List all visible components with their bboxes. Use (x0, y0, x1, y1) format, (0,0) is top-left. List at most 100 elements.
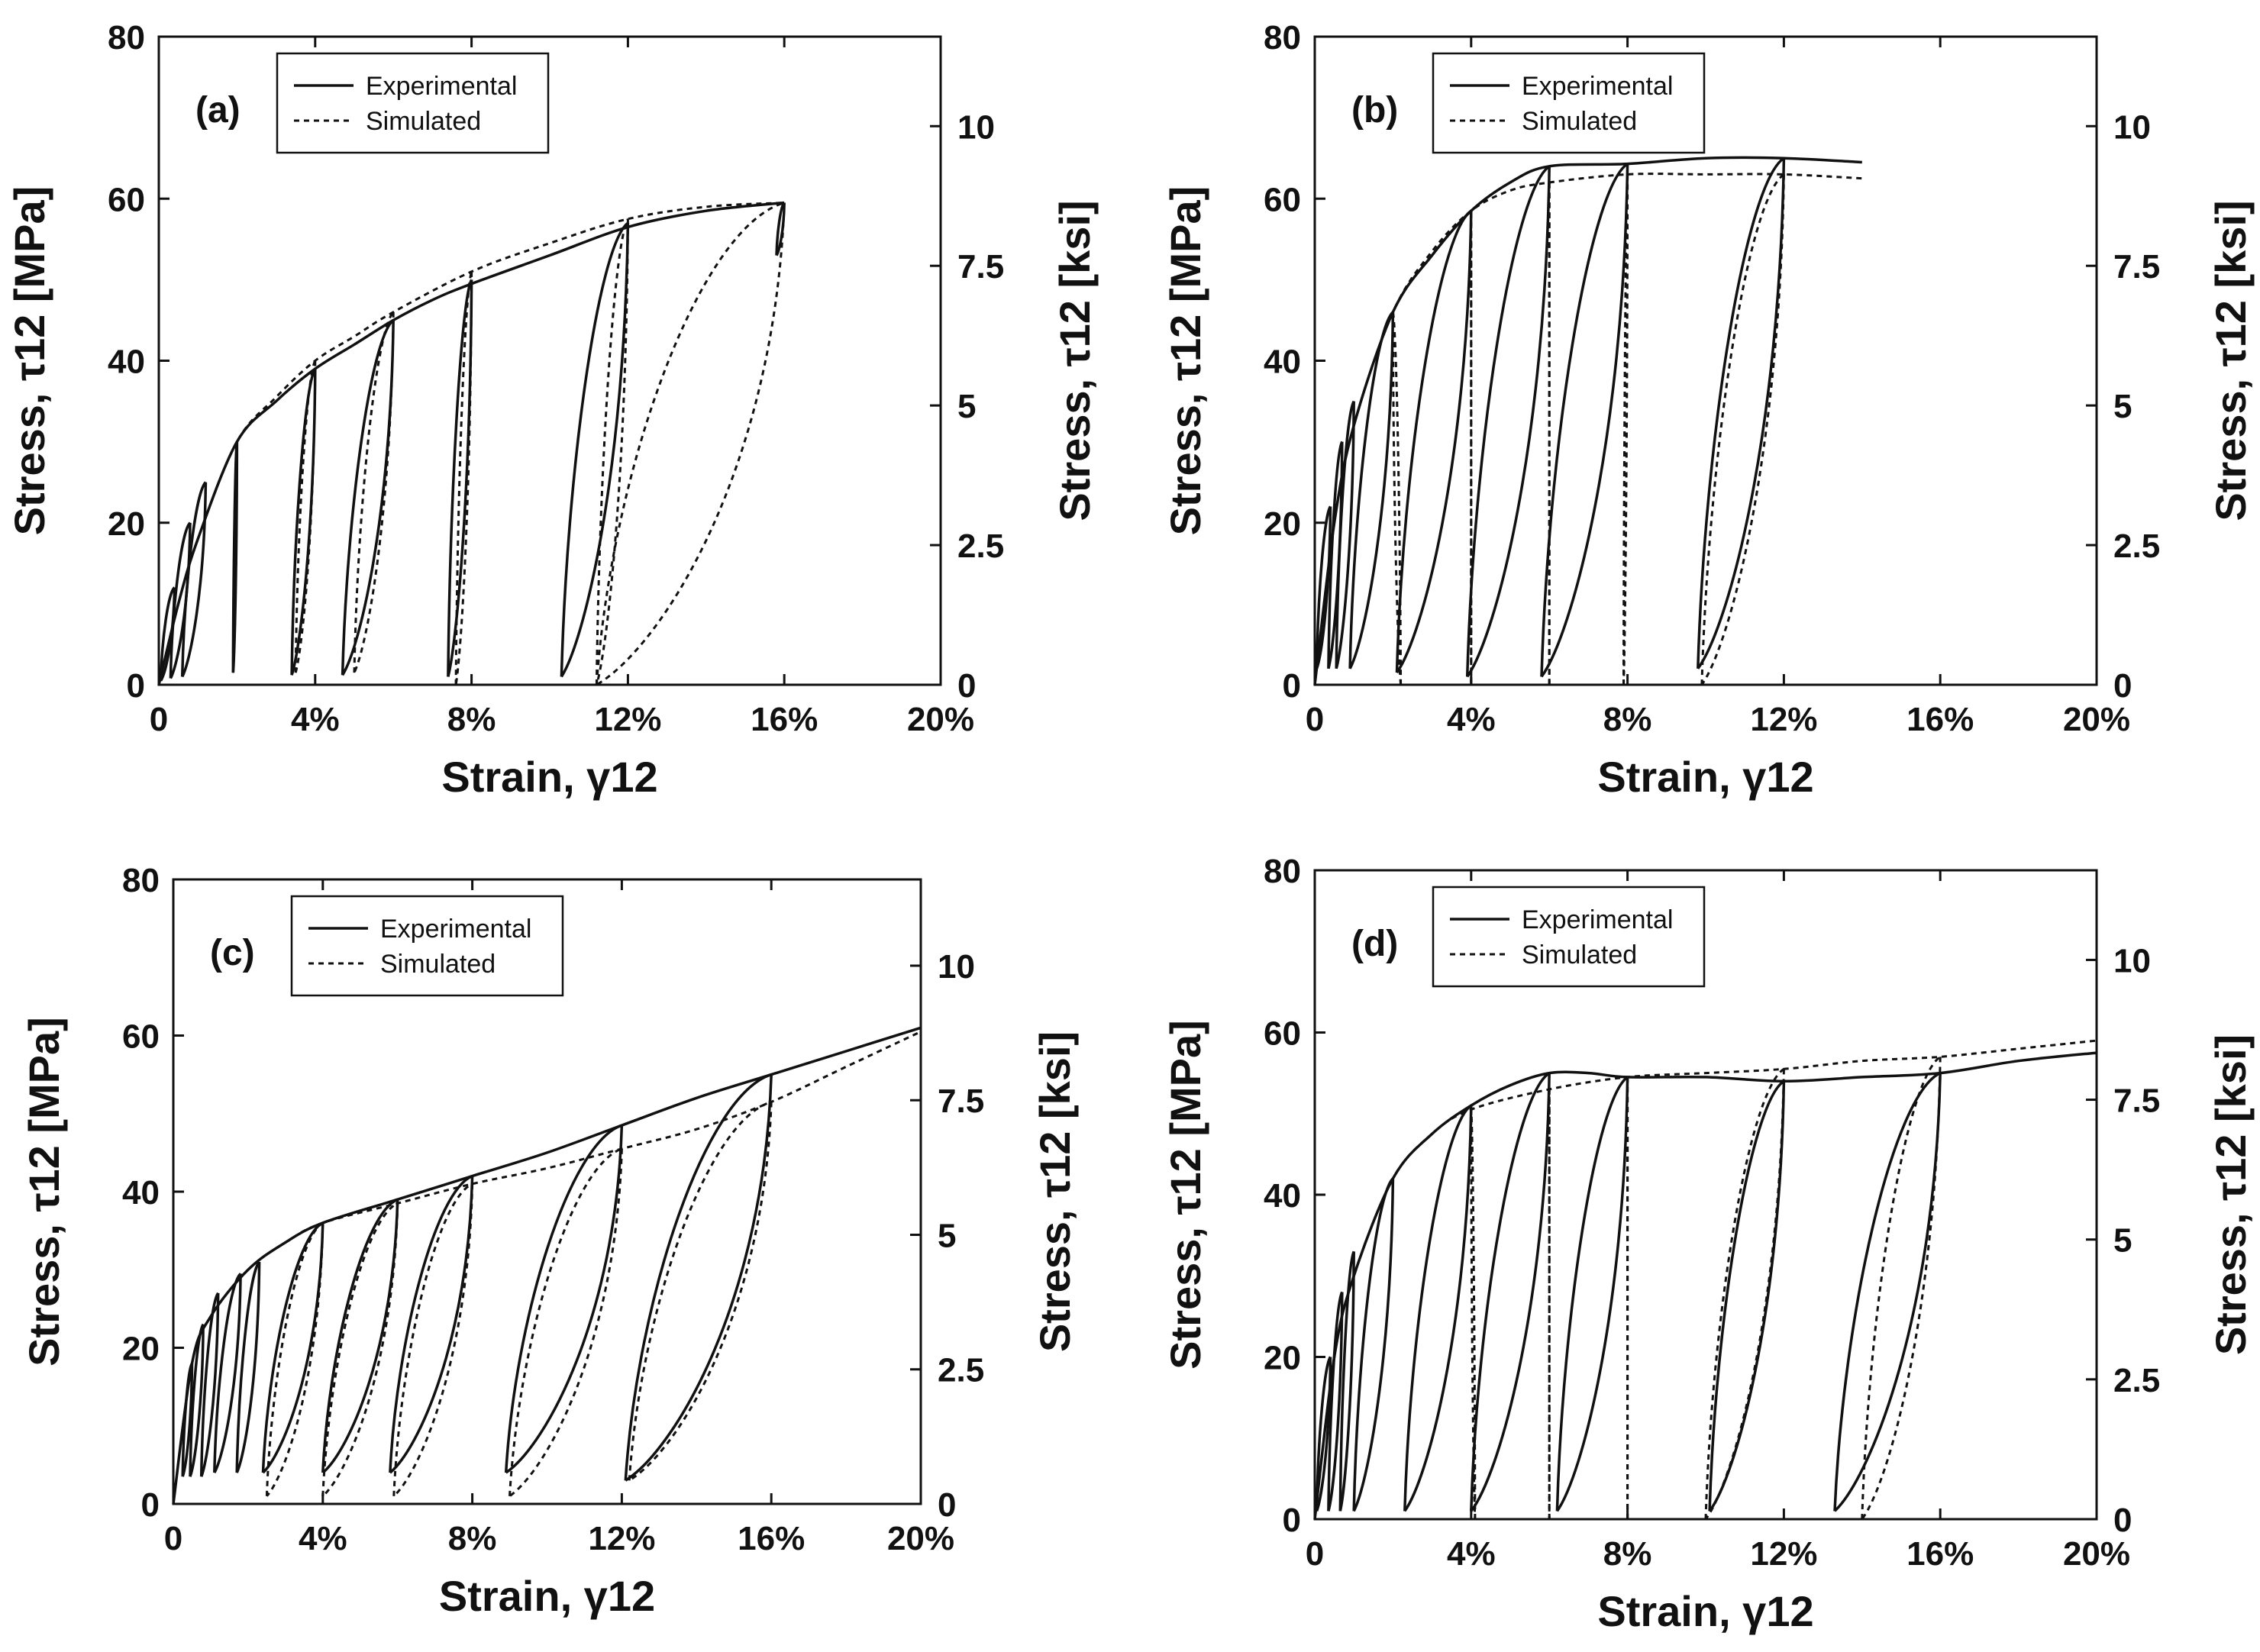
y-tick-label: 0 (1283, 667, 1301, 705)
experimental-envelope-line (1313, 1051, 2097, 1520)
x-tick-label: 0 (150, 701, 168, 738)
x-tick-label: 20% (907, 701, 974, 738)
simulated-envelope-line (1313, 1039, 2097, 1520)
y-tick-label: 20 (108, 505, 145, 543)
x-tick-label: 8% (1603, 701, 1652, 738)
y-tick-label: 0 (1283, 1502, 1301, 1539)
experimental-reload-branch (1540, 163, 1629, 677)
experimental-unload-branch (1540, 163, 1629, 678)
y2-tick-label: 2.5 (957, 528, 1004, 565)
experimental-unload-branch (1352, 1178, 1395, 1512)
x-tick-label: 0 (1306, 1535, 1324, 1573)
x-tick-label: 20% (2063, 701, 2130, 738)
experimental-unload-branch (1555, 1076, 1629, 1512)
simulated-reload-branch (231, 441, 238, 673)
experimental-unload-branch (1708, 1081, 1786, 1512)
legend-label-experimental: Experimental (380, 915, 531, 944)
experimental-reload-branch (1352, 1177, 1394, 1512)
experimental-unload-branch (1697, 158, 1786, 670)
legend-box (1432, 52, 1706, 154)
plot-frame (1313, 869, 2098, 1521)
experimental-reload-branch (1395, 209, 1472, 673)
x-tick-label: 0 (164, 1520, 182, 1557)
experimental-unload-branch (213, 1273, 242, 1473)
simulated-reload-branch (595, 202, 785, 686)
experimental-reload-branch (199, 1292, 220, 1477)
y-tick-label: 80 (1264, 19, 1301, 56)
experimental-unload-branch (1338, 1251, 1355, 1512)
experimental-reload-branch (1555, 1076, 1629, 1512)
simulated-unload-branch (595, 218, 629, 686)
simulated-reload-branch (1470, 1109, 1477, 1520)
y2-axis-title: Stress, τ12 [ksi] (2207, 200, 2255, 521)
y2-axis-title: Stress, τ12 [ksi] (2207, 1034, 2255, 1355)
simulated-unload-branch (596, 202, 786, 686)
experimental-reload-branch (1348, 311, 1394, 669)
y2-tick-label: 5 (2113, 1222, 2132, 1260)
experimental-unload-branch (1348, 311, 1395, 670)
y2-tick-label: 2.5 (2113, 1362, 2160, 1399)
y2-tick-label: 0 (2113, 667, 2132, 705)
y-tick-label: 0 (127, 667, 145, 705)
y2-tick-label: 7.5 (2113, 248, 2160, 286)
chart-panel-1: 0 4% 8% 12% 16% 20%02040608002.557.510Strain,… (5, 19, 1099, 801)
simulated-reload-branch (508, 1147, 622, 1496)
experimental-unload-branch (1470, 1073, 1551, 1512)
x-tick-label: 4% (1447, 701, 1496, 738)
x-tick-label: 12% (588, 1520, 655, 1557)
y2-tick-label: 10 (938, 948, 975, 986)
experimental-reload-branch (1315, 1356, 1332, 1512)
experimental-unload-branch (189, 1324, 205, 1477)
simulated-unload-branch (454, 271, 473, 686)
y-tick-label: 60 (122, 1018, 160, 1056)
legend-box (290, 895, 564, 997)
experimental-unload-branch (1833, 1073, 1942, 1512)
experimental-reload-branch (1470, 1072, 1551, 1512)
x-tick-label: 8% (447, 701, 496, 738)
simulated-reload-branch (454, 271, 473, 686)
simulated-unload-branch (1700, 174, 1785, 686)
y-tick-label: 20 (122, 1331, 160, 1368)
simulated-reload-branch (265, 1221, 324, 1496)
experimental-reload-branch (560, 221, 629, 677)
x-tick-label: 8% (1603, 1535, 1652, 1573)
x-tick-label: 12% (1750, 1535, 1817, 1573)
panel-label: (d) (1351, 924, 1398, 964)
experimental-reload-branch (159, 586, 176, 681)
y-tick-label: 80 (108, 19, 145, 56)
experimental-unload-branch (1327, 1292, 1344, 1512)
experimental-reload-branch (1708, 1079, 1785, 1512)
simulated-unload-branch (294, 360, 317, 673)
simulated-reload-branch (294, 360, 317, 673)
x-tick-label: 4% (291, 701, 340, 738)
simulated-unload-branch (1861, 1057, 1942, 1520)
experimental-unload-branch (625, 1074, 773, 1482)
experimental-reload-branch (213, 1273, 242, 1473)
y2-tick-label: 10 (2113, 942, 2151, 979)
experimental-unload-branch (321, 1199, 399, 1474)
legend-label-simulated: Simulated (1522, 107, 1637, 136)
experimental-unload-branch (1403, 1105, 1473, 1512)
y2-tick-label: 0 (938, 1486, 956, 1524)
legend-label-simulated: Simulated (366, 107, 481, 136)
y2-tick-label: 5 (957, 388, 976, 425)
x-tick-label: 12% (594, 701, 661, 738)
y2-tick-label: 10 (2113, 108, 2151, 146)
legend-box (1432, 886, 1706, 988)
simulated-unload-branch (508, 1148, 623, 1498)
y2-tick-label: 7.5 (957, 248, 1004, 286)
y-tick-label: 40 (108, 344, 145, 381)
y2-tick-label: 10 (957, 108, 995, 146)
simulated-reload-branch (1704, 1068, 1785, 1520)
experimental-reload-branch (1338, 1250, 1355, 1512)
simulated-unload-branch (1704, 1069, 1785, 1520)
simulated-unload-branch (1622, 174, 1629, 686)
simulated-reload-branch (1391, 311, 1403, 686)
y-tick-label: 80 (1264, 853, 1301, 890)
y-tick-label: 60 (108, 181, 145, 218)
experimental-reload-branch (321, 1198, 399, 1473)
y-tick-label: 60 (1264, 1015, 1301, 1053)
experimental-reload-branch (235, 1260, 261, 1473)
y-tick-label: 60 (1264, 181, 1301, 218)
experimental-reload-branch (389, 1174, 473, 1473)
